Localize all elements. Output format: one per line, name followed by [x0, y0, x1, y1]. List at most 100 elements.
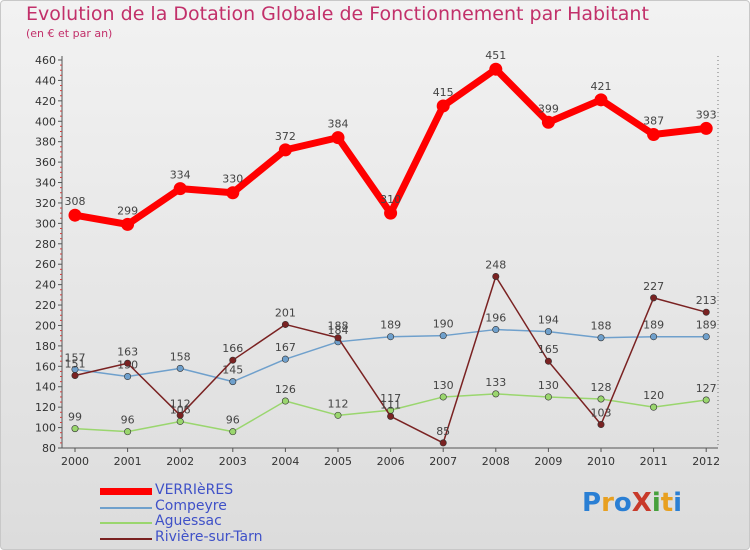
data-point — [597, 421, 605, 429]
data-label: 189 — [380, 319, 401, 332]
chart-subtitle: (en € et par an) — [26, 27, 113, 40]
logo-letter: i — [673, 488, 683, 518]
data-point — [387, 333, 395, 341]
data-label: 96 — [226, 414, 240, 427]
data-label: 399 — [538, 102, 559, 115]
data-point — [229, 378, 237, 386]
data-label: 188 — [328, 320, 349, 333]
legend-label-compeyre: Compeyre — [155, 498, 227, 514]
y-tick-label: 200 — [35, 319, 56, 332]
data-label: 194 — [538, 314, 559, 327]
data-point — [176, 417, 184, 425]
y-tick-label: 400 — [35, 115, 56, 128]
legend-label-verrieres: VERRIèRES — [155, 482, 234, 498]
data-point — [281, 320, 289, 328]
data-point — [702, 333, 710, 341]
data-point — [124, 373, 132, 381]
data-label: 106 — [170, 403, 191, 416]
data-point — [647, 128, 661, 142]
data-label: 128 — [591, 381, 612, 394]
data-point — [173, 182, 187, 196]
y-tick-label: 100 — [35, 422, 56, 435]
x-tick-label: 2012 — [692, 455, 720, 468]
data-label: 330 — [222, 173, 243, 186]
y-tick-label: 320 — [35, 197, 56, 210]
y-tick-label: 420 — [35, 95, 56, 108]
data-label: 384 — [328, 118, 349, 131]
data-label: 421 — [591, 80, 612, 93]
data-point — [176, 364, 184, 372]
data-point — [650, 403, 658, 411]
data-point — [492, 390, 500, 398]
data-label: 158 — [170, 350, 191, 363]
data-label: 184 — [328, 324, 349, 337]
data-point — [121, 217, 135, 231]
data-label: 189 — [696, 319, 717, 332]
data-point — [229, 356, 237, 364]
y-tick-label: 280 — [35, 238, 56, 251]
data-point — [597, 334, 605, 342]
y-tick-label: 80 — [42, 442, 56, 455]
y-tick-label: 140 — [35, 381, 56, 394]
data-label: 393 — [696, 108, 717, 121]
data-label: 299 — [117, 204, 138, 217]
data-point — [334, 411, 342, 419]
data-point — [229, 428, 237, 436]
data-label: 188 — [591, 320, 612, 333]
data-point — [334, 334, 342, 342]
logo-letter: i — [651, 488, 661, 518]
y-tick-label: 440 — [35, 74, 56, 87]
data-point — [439, 332, 447, 340]
data-point — [71, 372, 79, 380]
data-point — [492, 326, 500, 334]
data-point — [281, 355, 289, 363]
data-point — [226, 186, 240, 200]
data-label: 387 — [643, 115, 664, 128]
x-tick-label: 2008 — [482, 455, 510, 468]
data-point — [544, 328, 552, 336]
x-tick-label: 2002 — [166, 455, 194, 468]
data-point — [439, 439, 447, 447]
data-point — [541, 115, 555, 129]
data-point — [492, 272, 500, 280]
y-tick-label: 240 — [35, 279, 56, 292]
data-point — [702, 308, 710, 316]
data-label: 99 — [68, 411, 82, 424]
x-tick-label: 2005 — [324, 455, 352, 468]
x-tick-label: 2011 — [640, 455, 668, 468]
legend-label-riviere-sur-tarn: Rivière-sur-Tarn — [155, 529, 263, 545]
data-label: 167 — [275, 341, 296, 354]
data-point — [439, 393, 447, 401]
data-point — [124, 359, 132, 367]
x-tick-label: 2006 — [377, 455, 405, 468]
data-point — [489, 62, 503, 76]
data-label: 248 — [485, 258, 506, 271]
x-tick-label: 2007 — [429, 455, 457, 468]
legend-swatch-verrieres — [100, 488, 152, 495]
logo-letter: X — [631, 488, 652, 518]
data-point — [702, 396, 710, 404]
data-point — [594, 93, 608, 107]
data-label: 112 — [328, 397, 349, 410]
data-point — [176, 411, 184, 419]
data-point — [281, 397, 289, 405]
data-label: 103 — [591, 407, 612, 420]
y-tick-label: 300 — [35, 217, 56, 230]
data-label: 126 — [275, 383, 296, 396]
logo-letter: o — [613, 488, 632, 518]
data-label: 130 — [433, 379, 454, 392]
y-tick-label: 460 — [35, 54, 56, 67]
data-label: 157 — [65, 351, 86, 364]
data-point — [699, 121, 713, 135]
proxiti-logo: ProXiti — [582, 488, 682, 518]
data-label: 117 — [380, 392, 401, 405]
legend-swatch-riviere-sur-tarn — [100, 538, 152, 540]
data-label: 111 — [380, 398, 401, 411]
data-label: 96 — [121, 414, 135, 427]
data-label: 415 — [433, 86, 454, 99]
data-point — [650, 333, 658, 341]
data-label: 201 — [275, 306, 296, 319]
legend-swatch-aguessac — [100, 522, 152, 524]
data-point — [544, 393, 552, 401]
data-point — [278, 143, 292, 157]
